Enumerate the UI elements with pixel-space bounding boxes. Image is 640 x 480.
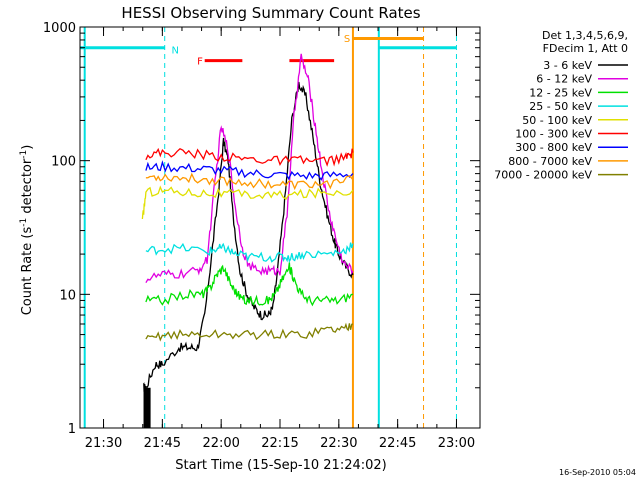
chart-title: HESSI Observing Summary Count Rates	[121, 4, 420, 22]
series-line-1	[145, 53, 354, 284]
legend-header-line-1: Det 1,3,4,5,6,9,	[542, 29, 628, 42]
annotation-F: F	[197, 57, 203, 68]
y-axis-label-sup1: -1	[19, 218, 29, 227]
y-axis-label-sup2: -1	[19, 150, 29, 159]
series-line-3	[145, 242, 354, 264]
plot-area: N F S	[80, 27, 457, 428]
y-axis-label-rest: detector	[20, 158, 35, 218]
series-line-8	[145, 322, 354, 342]
y-tick-label: 1000	[43, 21, 76, 36]
legend-label: 800 - 7000 keV	[508, 155, 592, 168]
legend-label: 3 - 6 keV	[543, 59, 592, 72]
x-tick-label: 21:45	[144, 436, 181, 451]
series-line-5	[145, 147, 354, 167]
x-tick-label: 22:45	[379, 436, 416, 451]
legend-label: 7000 - 20000 keV	[494, 169, 592, 182]
y-axis-label: Count Rate (s-1 detector-1)	[19, 145, 35, 316]
x-tick-label: 21:30	[85, 436, 122, 451]
y-tick-label: 10	[59, 288, 76, 303]
annotation-S: S	[344, 34, 350, 45]
data-gap-block	[143, 387, 151, 428]
legend-label: 300 - 800 keV	[515, 141, 592, 154]
annotation-N: N	[172, 45, 179, 56]
series-line-6	[145, 160, 354, 181]
y-tick-label: 100	[51, 155, 76, 170]
y-axis-label-main: Count Rate (s	[20, 227, 35, 316]
x-tick-label: 23:00	[438, 436, 475, 451]
legend-label: 12 - 25 keV	[529, 86, 592, 99]
series-line-0	[143, 81, 354, 392]
legend-label: 6 - 12 keV	[536, 73, 592, 86]
series-line-4	[141, 185, 354, 220]
legend-header-line-2: FDecim 1, Att 0	[543, 42, 628, 55]
legend-label: 100 - 300 keV	[515, 128, 592, 141]
axes: 1 10 100 1000 21:30 21:45 22:00 22:15 22:30 22:45…	[43, 21, 481, 451]
legend-label: 25 - 50 keV	[529, 100, 592, 113]
x-tick-label: 22:30	[320, 436, 357, 451]
legend-label: 50 - 100 keV	[522, 114, 592, 127]
series-line-2	[145, 262, 354, 307]
y-tick-label: 1	[68, 422, 76, 437]
x-tick-label: 22:00	[202, 436, 239, 451]
series-line-7	[145, 172, 354, 191]
y-axis-label-tail: )	[20, 145, 35, 150]
plot-frame	[79, 26, 481, 429]
x-tick-label: 22:15	[261, 436, 298, 451]
x-axis-label: Start Time (15-Sep-10 21:24:02)	[175, 458, 386, 473]
footer-timestamp: 16-Sep-2010 05:04	[559, 468, 636, 477]
